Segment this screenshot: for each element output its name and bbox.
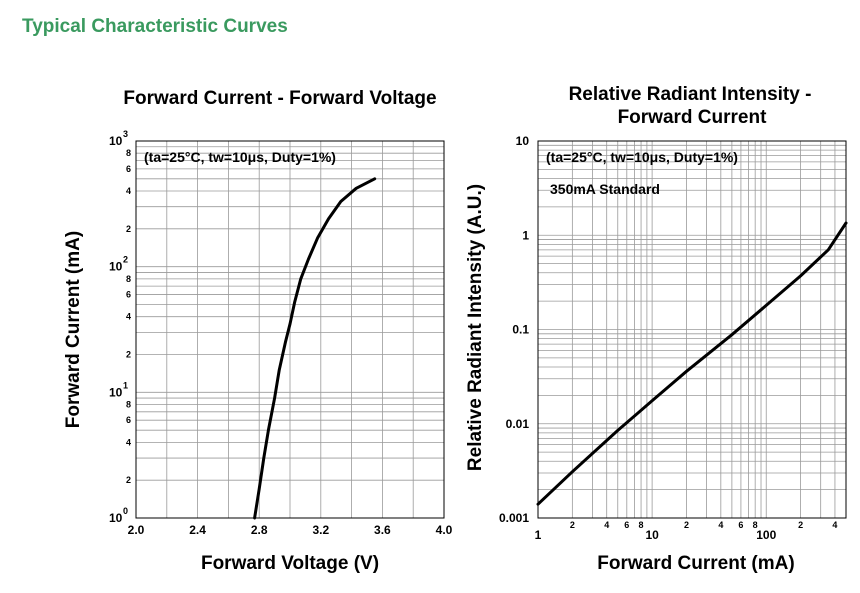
y-minor-tick-label: 2: [126, 475, 131, 485]
x-minor-tick-label: 4: [718, 520, 723, 530]
x-tick-label: 10: [645, 528, 659, 542]
x-minor-tick-label: 6: [624, 520, 629, 530]
y-axis-label: Relative Radiant Intensity (A.U.): [465, 184, 486, 471]
y-minor-tick-label: 2: [126, 224, 131, 234]
chart-title: Forward Current - Forward Voltage: [123, 88, 436, 109]
chart-title: Forward Current: [618, 107, 768, 128]
x-minor-tick-label: 4: [604, 520, 609, 530]
page-title: Typical Characteristic Curves: [22, 16, 288, 37]
plot-frame: [537, 140, 847, 519]
y-tick-exponent: 1: [123, 380, 128, 390]
x-tick-label: 2.0: [128, 523, 145, 537]
x-minor-tick-label: 8: [753, 520, 758, 530]
x-minor-tick-label: 8: [639, 520, 644, 530]
y-tick-label: 0.001: [499, 511, 529, 525]
y-tick-label: 10: [516, 134, 530, 148]
y-tick-label: 1: [522, 228, 529, 242]
x-axis-label: Forward Voltage (V): [201, 553, 379, 574]
y-axis-label: Forward Current (mA): [63, 231, 84, 428]
x-tick-label: 3.6: [374, 523, 391, 537]
series-line: [536, 221, 848, 506]
x-minor-tick-label: 6: [738, 520, 743, 530]
y-minor-tick-label: 6: [126, 164, 131, 174]
chart-annotation: 350mA Standard: [550, 181, 660, 197]
y-tick-label: 0.01: [506, 417, 530, 431]
y-minor-tick-label: 6: [126, 290, 131, 300]
y-minor-tick-label: 4: [126, 312, 131, 322]
x-tick-label: 3.2: [312, 523, 329, 537]
y-minor-tick-label: 4: [126, 437, 131, 447]
chart-title: Relative Radiant Intensity -: [569, 84, 812, 105]
y-tick-label: 0.1: [512, 323, 529, 337]
chart-annotation: (ta=25°C, tw=10μs, Duty=1%): [144, 149, 336, 165]
x-tick-label: 100: [756, 528, 776, 542]
y-tick-label: 10: [109, 385, 123, 399]
series-line: [253, 177, 377, 520]
x-tick-label: 2.4: [189, 523, 206, 537]
y-minor-tick-label: 6: [126, 415, 131, 425]
y-minor-tick-label: 8: [126, 274, 131, 284]
chart-annotation: (ta=25°C, tw=10μs, Duty=1%): [546, 149, 738, 165]
x-minor-tick-label: 4: [832, 520, 837, 530]
y-tick-label: 10: [109, 134, 123, 148]
chart-radiant-intensity-vs-current: Relative Radiant Intensity -Forward Curr…: [465, 84, 848, 574]
x-minor-tick-label: 2: [684, 520, 689, 530]
y-minor-tick-label: 4: [126, 186, 131, 196]
y-tick-exponent: 3: [123, 129, 128, 139]
x-tick-label: 1: [535, 528, 542, 542]
x-tick-label: 2.8: [251, 523, 268, 537]
chart-forward-current-vs-voltage: Forward Current - Forward Voltage (ta=25°…: [63, 88, 453, 574]
y-minor-tick-label: 2: [126, 350, 131, 360]
x-minor-tick-label: 2: [570, 520, 575, 530]
x-minor-tick-label: 2: [798, 520, 803, 530]
plot-frame: [135, 140, 445, 519]
x-axis-label: Forward Current (mA): [597, 553, 794, 574]
y-minor-tick-label: 8: [126, 400, 131, 410]
x-tick-label: 4.0: [436, 523, 453, 537]
y-tick-label: 10: [109, 511, 123, 525]
y-tick-exponent: 2: [123, 255, 128, 265]
y-tick-label: 10: [109, 260, 123, 274]
y-tick-exponent: 0: [123, 506, 128, 516]
y-minor-tick-label: 8: [126, 148, 131, 158]
